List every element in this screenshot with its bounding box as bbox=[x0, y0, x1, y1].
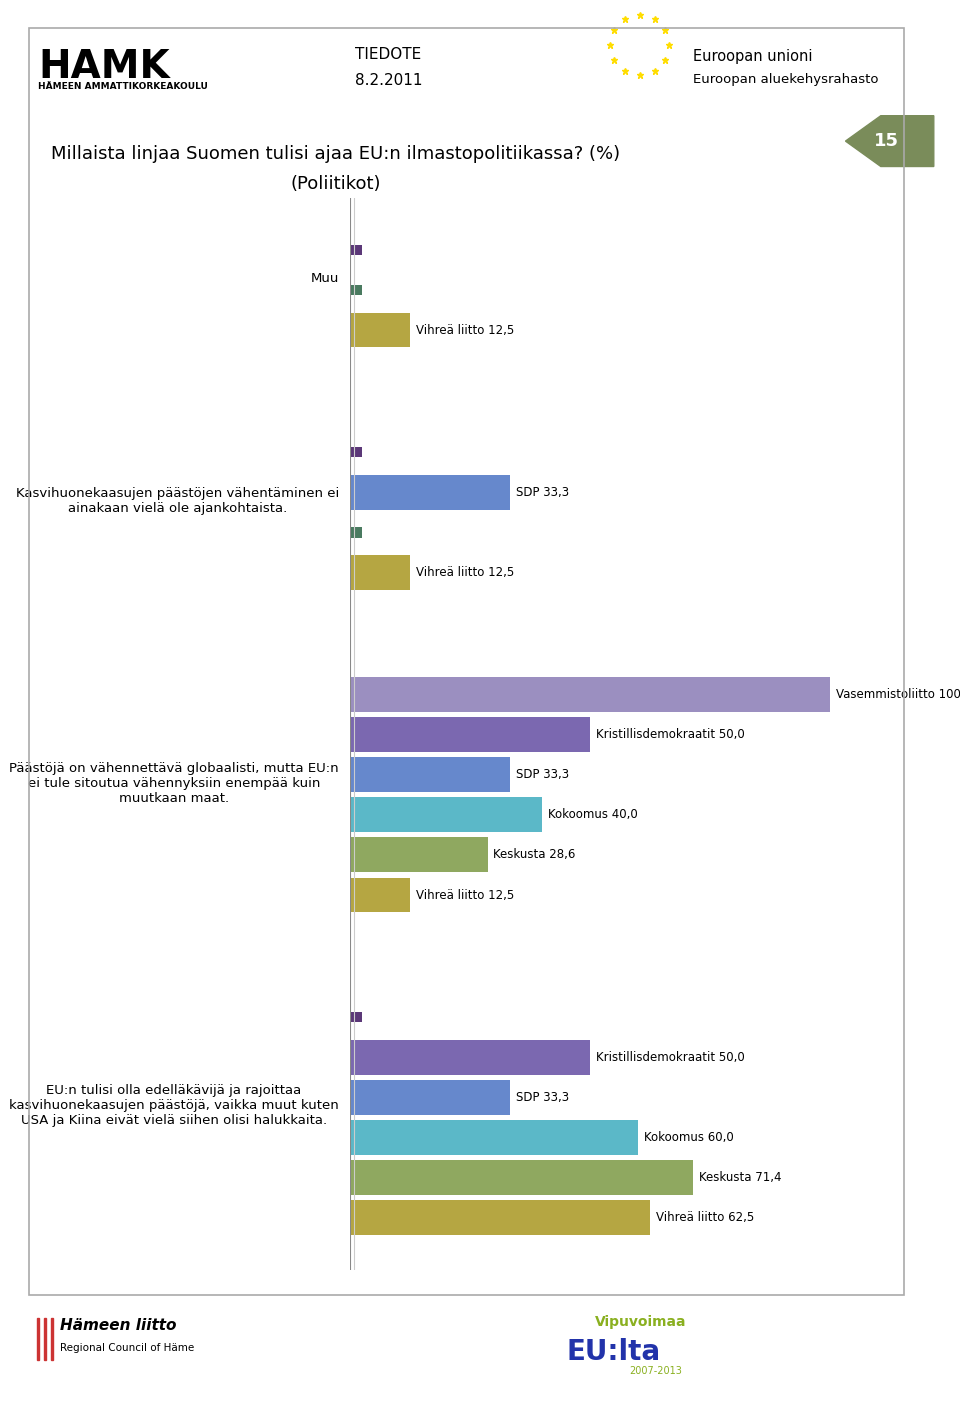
Bar bbox=[350, 878, 411, 913]
Bar bbox=[350, 1079, 511, 1115]
Text: Euroopan unioni: Euroopan unioni bbox=[693, 49, 812, 65]
Text: Kokoomus 60,0: Kokoomus 60,0 bbox=[644, 1130, 733, 1144]
Text: Kasvihuonekaasujen päästöjen vähentäminen ei
ainakaan vielä ole ajankohtaista.: Kasvihuonekaasujen päästöjen vähentämine… bbox=[15, 487, 339, 515]
Text: EU:n tulisi olla edelläkävijä ja rajoittaa
kasvihuonekaasujen päästöjä, vaikka m: EU:n tulisi olla edelläkävijä ja rajoitt… bbox=[10, 1085, 339, 1127]
Bar bbox=[350, 838, 488, 872]
Text: HAMK: HAMK bbox=[38, 48, 170, 86]
Bar bbox=[350, 1201, 651, 1235]
Text: Vihreä liitto 12,5: Vihreä liitto 12,5 bbox=[416, 566, 515, 579]
Text: (Poliitikot): (Poliitikot) bbox=[291, 175, 381, 193]
Bar bbox=[350, 1012, 362, 1023]
Text: Kristillisdemokraatit 50,0: Kristillisdemokraatit 50,0 bbox=[596, 1051, 745, 1064]
Text: SDP 33,3: SDP 33,3 bbox=[516, 768, 569, 782]
Text: Vipuvoimaa: Vipuvoimaa bbox=[595, 1315, 686, 1329]
Text: Euroopan aluekehysrahasto: Euroopan aluekehysrahasto bbox=[693, 73, 878, 86]
Bar bbox=[350, 1160, 693, 1195]
Text: Keskusta 71,4: Keskusta 71,4 bbox=[699, 1171, 781, 1184]
Bar bbox=[350, 677, 830, 713]
Text: Vihreä liitto 12,5: Vihreä liitto 12,5 bbox=[416, 323, 515, 337]
Text: 15: 15 bbox=[874, 133, 899, 150]
Text: Muu: Muu bbox=[310, 272, 339, 285]
Bar bbox=[350, 717, 590, 752]
Text: HÄMEEN AMMATTIKORKEAKOULU: HÄMEEN AMMATTIKORKEAKOULU bbox=[38, 82, 208, 90]
Bar bbox=[350, 313, 411, 347]
Text: Päästöjä on vähennettävä globaalisti, mutta EU:n
ei tule sitoutua vähennyksiin e: Päästöjä on vähennettävä globaalisti, mu… bbox=[10, 762, 339, 804]
Text: Vihreä liitto 12,5: Vihreä liitto 12,5 bbox=[416, 889, 515, 902]
Bar bbox=[350, 555, 411, 590]
Bar bbox=[350, 1120, 638, 1154]
FancyArrow shape bbox=[846, 116, 934, 166]
Text: SDP 33,3: SDP 33,3 bbox=[516, 1091, 569, 1103]
Bar bbox=[350, 285, 362, 295]
Text: Keskusta 28,6: Keskusta 28,6 bbox=[493, 848, 576, 861]
Text: Regional Council of Häme: Regional Council of Häme bbox=[60, 1343, 194, 1353]
Text: SDP 33,3: SDP 33,3 bbox=[516, 485, 569, 498]
Text: Vasemmistoliitto 100,0: Vasemmistoliitto 100,0 bbox=[836, 689, 960, 701]
Text: Hämeen liitto: Hämeen liitto bbox=[60, 1318, 176, 1333]
Bar bbox=[350, 797, 542, 832]
Text: EU:lta: EU:lta bbox=[566, 1338, 660, 1366]
Text: 8.2.2011: 8.2.2011 bbox=[355, 73, 422, 89]
Text: Millaista linjaa Suomen tulisi ajaa EU:n ilmastopolitiikassa? (%): Millaista linjaa Suomen tulisi ajaa EU:n… bbox=[52, 145, 620, 164]
Bar bbox=[350, 758, 511, 792]
Bar bbox=[350, 1040, 590, 1075]
Text: Kristillisdemokraatit 50,0: Kristillisdemokraatit 50,0 bbox=[596, 728, 745, 741]
Text: 2007-2013: 2007-2013 bbox=[629, 1366, 682, 1376]
Text: TIEDOTE: TIEDOTE bbox=[355, 47, 421, 62]
Bar bbox=[350, 244, 362, 255]
Text: Vihreä liitto 62,5: Vihreä liitto 62,5 bbox=[657, 1211, 755, 1225]
Bar bbox=[350, 474, 511, 509]
Text: Kokoomus 40,0: Kokoomus 40,0 bbox=[548, 809, 637, 821]
Bar bbox=[350, 528, 362, 538]
Bar bbox=[350, 447, 362, 457]
